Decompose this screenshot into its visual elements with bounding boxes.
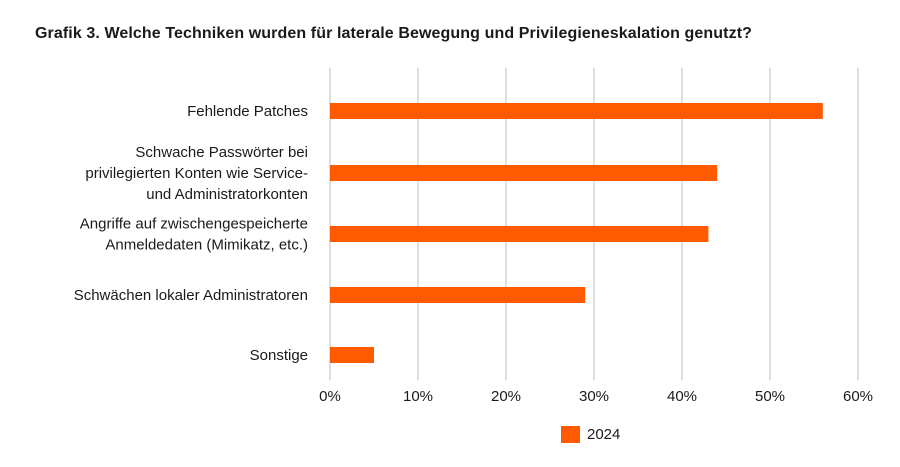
x-tick-label: 30%: [579, 388, 609, 405]
category-label: Angriffe auf zwischengespeicherte Anmelde…: [80, 216, 308, 254]
bar: [330, 226, 709, 242]
category-label: Sonstige: [250, 347, 308, 364]
gridlines: [329, 68, 859, 380]
x-tick-label: 20%: [491, 388, 521, 405]
category-label: Fehlende Patches: [187, 103, 308, 120]
x-tick-label: 50%: [755, 388, 785, 405]
category-label: Schwache Passwörter bei privilegierten Ko…: [85, 144, 308, 203]
legend-label-2024: 2024: [587, 426, 621, 443]
legend: 2024: [561, 426, 620, 443]
x-axis-ticks: 0% 10% 20% 30% 40% 50% 60%: [319, 388, 873, 405]
legend-swatch-2024: [561, 426, 580, 443]
bar: [330, 103, 823, 119]
chart-title: Grafik 3. Welche Techniken wurden für la…: [35, 25, 753, 42]
bar: [330, 347, 374, 363]
bar: [330, 287, 586, 303]
category-label: Schwächen lokaler Administratoren: [74, 287, 308, 304]
x-tick-label: 0%: [319, 388, 341, 405]
category-labels: Fehlende Patches Schwache Passwörter bei p…: [74, 103, 308, 364]
x-tick-label: 10%: [403, 388, 433, 405]
bar: [330, 165, 718, 181]
x-tick-label: 40%: [667, 388, 697, 405]
x-tick-label: 60%: [843, 388, 873, 405]
bars: [330, 103, 823, 363]
